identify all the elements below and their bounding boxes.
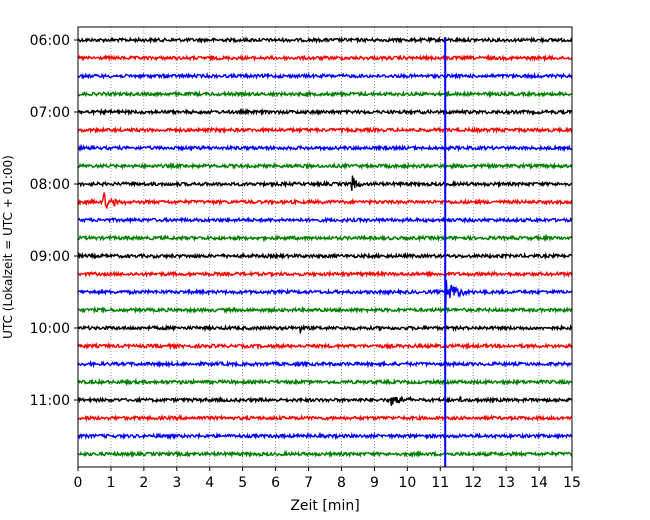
trace-06:00: [77, 35, 572, 45]
trace-08:00: [77, 175, 573, 191]
y-tick-label: 07:00: [30, 105, 70, 121]
y-tick-label: 11:00: [30, 393, 70, 409]
trace-09:00: [77, 251, 573, 261]
trace-07:00: [77, 107, 573, 117]
x-tick-label: 7: [304, 475, 313, 491]
x-tick-label: 9: [370, 475, 379, 491]
trace-10:00: [77, 323, 572, 335]
trace-11:30: [77, 431, 573, 441]
plot-frame: [77, 26, 573, 468]
x-tick-label: 10: [398, 475, 416, 491]
trace-06:30: [77, 71, 573, 81]
x-tick-label: 13: [497, 475, 515, 491]
x-tick-label: 2: [139, 475, 148, 491]
trace-11:00: [77, 395, 572, 406]
trace-10:15: [77, 341, 573, 351]
x-tick-label: 15: [563, 475, 581, 491]
trace-08:15: [77, 192, 573, 209]
x-tick-label: 0: [74, 475, 83, 491]
trace-11:15: [77, 413, 573, 423]
y-tick-label: 10:00: [30, 321, 70, 337]
y-tick-label: 08:00: [30, 177, 70, 193]
x-tick-label: 12: [464, 475, 482, 491]
trace-09:30: [77, 280, 573, 309]
y-axis-label: UTC (Lokalzeit = UTC + 01:00): [1, 155, 15, 339]
trace-07:45: [77, 161, 573, 171]
seismogram-traces: [77, 35, 573, 459]
trace-10:45: [77, 377, 573, 387]
x-tick-label: 4: [205, 475, 214, 491]
trace-08:30: [77, 215, 573, 225]
x-tick-label: 11: [431, 475, 449, 491]
x-tick-label: 14: [530, 475, 548, 491]
x-tick-label: 5: [238, 475, 247, 491]
trace-11:45: [77, 449, 573, 459]
x-axis-ticks: 0 1 2 3 4 5 6 7 8 9 10 11 12 13 14 15: [74, 467, 581, 491]
trace-07:15: [77, 125, 573, 135]
x-tick-label: 8: [337, 475, 346, 491]
x-tick-label: 6: [271, 475, 280, 491]
y-tick-label: 09:00: [30, 249, 70, 265]
trace-07:30: [77, 143, 573, 153]
x-axis-label: Zeit [min]: [290, 498, 359, 514]
x-tick-label: 3: [172, 475, 181, 491]
trace-06:15: [77, 53, 573, 63]
trace-09:15: [77, 269, 573, 279]
y-axis-ticks: 06:00 07:00 08:00 09:00 10:00 11:00: [30, 33, 78, 409]
x-tick-label: 1: [106, 475, 115, 491]
trace-09:45: [77, 305, 573, 315]
trace-10:30: [77, 359, 573, 369]
trace-08:45: [77, 233, 573, 243]
trace-06:45: [77, 89, 573, 99]
y-tick-label: 06:00: [30, 33, 70, 49]
vertical-gridlines: [110, 27, 540, 467]
